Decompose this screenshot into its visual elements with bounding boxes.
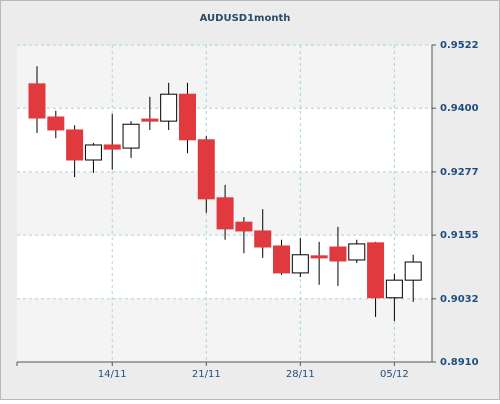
- y-tick-label: 0.9155: [440, 230, 479, 241]
- x-tick-label: 14/11: [98, 369, 127, 380]
- y-tick-label: 0.9277: [440, 167, 479, 178]
- y-tick-label: 0.9400: [440, 103, 479, 114]
- candle-body: [329, 246, 347, 262]
- candle-body: [84, 144, 102, 161]
- candle-body: [273, 245, 291, 274]
- candle-body: [235, 221, 253, 232]
- candle-body: [178, 93, 196, 141]
- candle-body: [367, 242, 385, 299]
- y-tick-label: 0.9032: [440, 294, 479, 305]
- candle-body: [47, 116, 65, 131]
- y-tick-label: 0.9522: [440, 40, 479, 51]
- candle-body: [197, 139, 215, 200]
- candle-body: [254, 230, 272, 248]
- x-tick-label: 21/11: [192, 369, 221, 380]
- chart-title: AUDUSD1month: [200, 13, 291, 24]
- candle-body: [28, 83, 46, 119]
- candle-body: [385, 279, 403, 299]
- x-tick-label: 28/11: [286, 369, 315, 380]
- candle-body: [291, 254, 309, 274]
- grid-band: [17, 298, 432, 362]
- candle-body: [310, 255, 328, 259]
- candle-body: [348, 243, 366, 261]
- candle-body: [103, 144, 121, 150]
- candle-body: [216, 197, 234, 230]
- x-tick-label: 05/12: [380, 369, 409, 380]
- candle-body: [141, 118, 159, 122]
- grid-band: [17, 45, 432, 109]
- candle-body: [404, 261, 422, 281]
- candle-body: [66, 129, 84, 161]
- candle-body: [122, 123, 140, 149]
- y-tick-label: 0.8910: [440, 357, 479, 368]
- candle-body: [160, 93, 178, 122]
